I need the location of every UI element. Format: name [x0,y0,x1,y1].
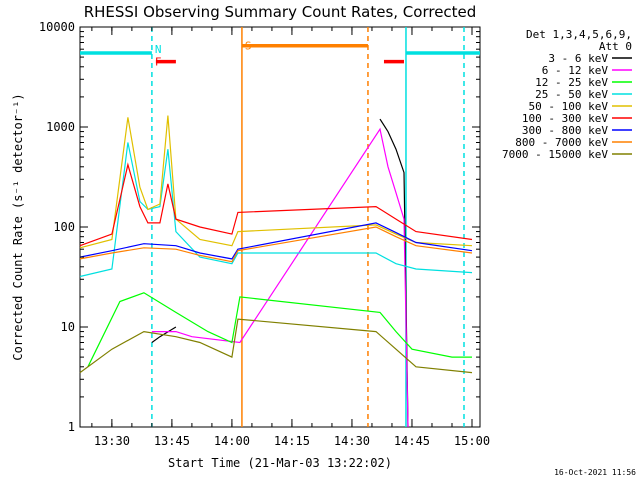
series-6-12-kev [151,127,409,428]
x-axis-label: Start Time (21-Mar-03 13:22:02) [168,456,392,470]
series-line-3-6-kev [151,326,177,343]
y-tick-label-1: 1 [68,420,75,434]
series-25-50-kev [79,142,473,278]
series-300-800-kev [79,222,473,260]
series-line-6-12-kev [151,127,409,428]
y-tick-label-10000: 10000 [39,20,75,34]
x-tick-label-15-00: 15:00 [454,434,490,448]
series-7000-15000-kev [79,318,473,374]
y-tick-label-1000: 1000 [46,120,75,134]
y-tick-label-100: 100 [53,220,75,234]
timeline-bars [80,43,480,64]
y-axis: 1 10 100 1000 10000 [39,20,480,434]
x-tick-label-14-45: 14:45 [394,434,430,448]
annotation-s: S [245,40,252,53]
series-line-100-300-kev [79,162,473,247]
plot-area: NF S [79,26,481,428]
series-line-3-6-kev [379,118,409,428]
series-line-7000-15000-kev [79,318,473,374]
y-axis-label: Corrected Count Rate (s⁻¹ detector⁻¹) [11,93,25,360]
data-series [79,115,473,428]
legend-label-12-25-kev: 12 - 25 keV [535,76,608,89]
vertical-markers [151,27,465,427]
series-line-25-50-kev [79,142,473,278]
y-tick-label-10: 10 [61,320,75,334]
series-3-6-kev [151,118,409,428]
footer-timestamp: 16-Oct-2021 11:56 [554,468,636,477]
chart-title: RHESSI Observing Summary Count Rates, Co… [84,3,477,21]
legend-label-50-100-kev: 50 - 100 keV [529,100,609,113]
x-tick-label-14-30: 14:30 [334,434,370,448]
legend-header: Det 1,3,4,5,6,9, [526,28,632,41]
legend-label-100-300-kev: 100 - 300 keV [522,112,608,125]
legend-header: Att 0 [599,40,632,53]
legend-label-3-6-kev: 3 - 6 keV [548,52,608,65]
annotation-n: N [155,43,162,56]
x-tick-label-13-30: 13:30 [94,434,130,448]
legend-label-7000-15000-kev: 7000 - 15000 keV [502,148,608,161]
series-12-25-kev [87,292,472,368]
x-axis: 13:30 13:45 14:00 14:15 14:30 14:45 15:00 [91,27,490,448]
legend-label-6-12-kev: 6 - 12 keV [542,64,609,77]
annotations: NF S [155,40,252,69]
series-100-300-kev [79,162,473,247]
series-line-12-25-kev [87,292,472,368]
x-tick-label-13-45: 13:45 [154,434,190,448]
legend-label-300-800-kev: 300 - 800 keV [522,124,608,137]
series-800-7000-kev [79,226,473,263]
legend-label-800-7000-kev: 800 - 7000 keV [515,136,608,149]
series-line-800-7000-kev [79,226,473,263]
x-tick-label-14-00: 14:00 [214,434,250,448]
annotation-f: F [155,56,162,69]
x-tick-label-14-15: 14:15 [274,434,310,448]
series-line-50-100-kev [79,115,473,249]
legend-label-25-50-kev: 25 - 50 keV [535,88,608,101]
series-50-100-kev [79,115,473,249]
series-line-300-800-kev [79,222,473,260]
